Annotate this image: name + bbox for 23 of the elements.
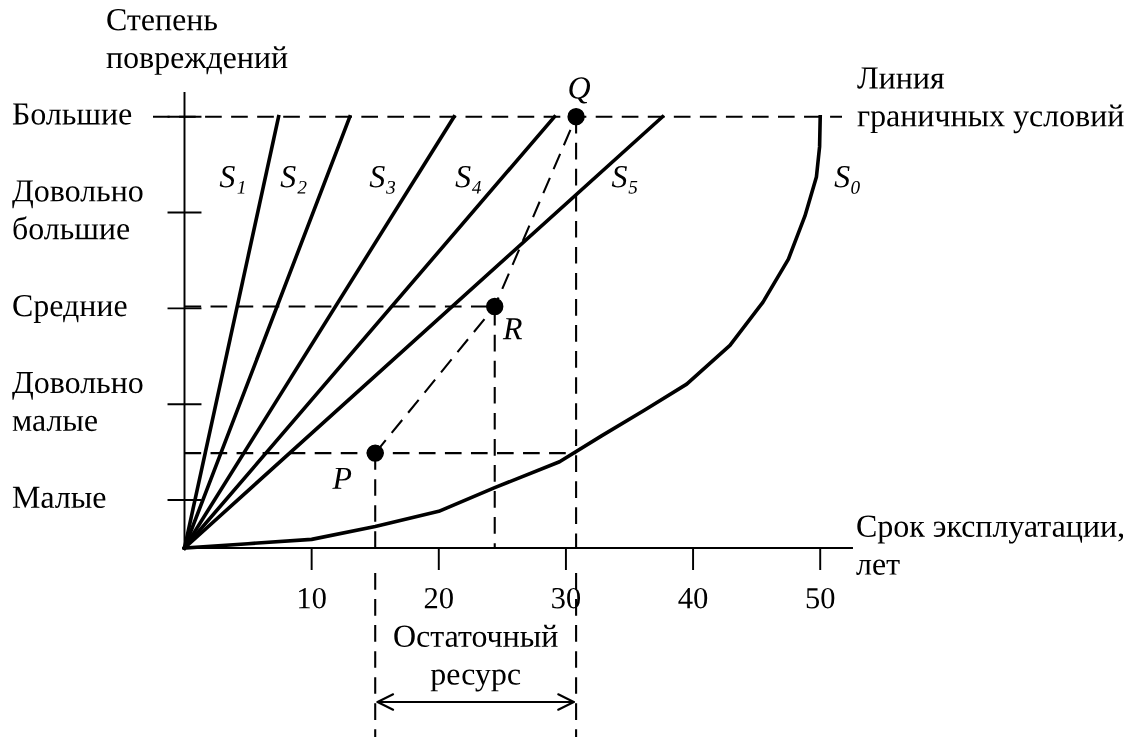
ref-line-label: Линия граничных условий: [857, 67, 1124, 134]
text: Довольно большие: [12, 180, 143, 240]
text: Остаточный ресурс: [394, 624, 558, 692]
text: Малые: [12, 486, 106, 509]
series-label: S₃: [369, 165, 396, 194]
annotation: R: [502, 318, 522, 340]
text: Довольно малые: [12, 372, 143, 432]
text: Средние: [13, 294, 127, 323]
series-label: S₁: [219, 165, 245, 194]
annotation: Q: [569, 77, 591, 104]
x-tick-label: 30: [552, 587, 581, 609]
x-tick-label: 50: [806, 587, 835, 609]
series-label: S₄: [455, 165, 481, 194]
annotation: P: [332, 467, 352, 489]
series-label: S₂: [280, 165, 307, 194]
x-tick-label: 20: [424, 587, 453, 609]
series-label: S₀: [834, 165, 860, 194]
x-tick-label: 10: [299, 587, 326, 609]
x-tick-label: 40: [678, 587, 708, 609]
x-axis-title: Срок эксплуатации, лет: [856, 515, 1124, 575]
y-axis-title: Степень повреждений: [106, 9, 288, 75]
text: Большие: [12, 103, 132, 125]
series-label: S₅: [611, 165, 638, 194]
